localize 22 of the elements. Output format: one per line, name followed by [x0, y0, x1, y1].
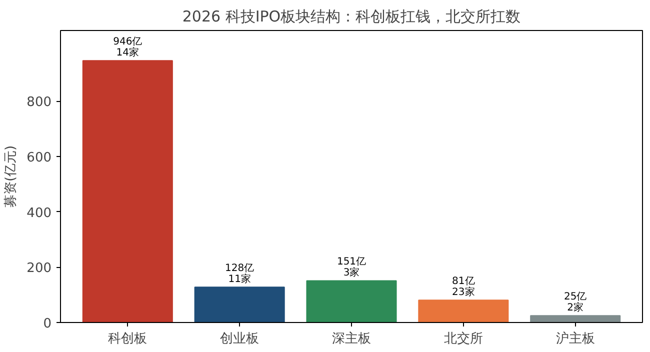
- bar: [82, 60, 173, 322]
- chart-title: 2026 科技IPO板块结构：科创板扛钱，北交所扛数: [182, 8, 521, 26]
- y-tick-label: 0: [43, 316, 52, 332]
- x-tick-label: 沪主板: [556, 330, 595, 346]
- data-label: 946亿 14家: [113, 36, 142, 59]
- x-tick-label: 创业板: [220, 332, 260, 346]
- bar: [194, 286, 285, 322]
- x-tick-label: 深主板: [332, 330, 371, 346]
- y-tick-label: 800: [26, 95, 52, 110]
- y-tick-label: 200: [26, 261, 52, 276]
- y-tick-label: 600: [26, 150, 52, 166]
- data-label: 25亿 2家: [564, 292, 587, 314]
- bar: [530, 315, 621, 322]
- data-label: 81亿 23家: [452, 276, 475, 298]
- bar: [306, 280, 397, 322]
- x-tick-label: 科创板: [108, 332, 148, 346]
- x-tick-label: 北交所: [444, 330, 483, 346]
- data-label: 128亿 11家: [225, 263, 254, 286]
- y-axis-title: 募资(亿元): [4, 145, 19, 208]
- y-tick-label: 400: [26, 206, 52, 221]
- bar: [418, 300, 509, 322]
- data-label: 151亿 3家: [336, 256, 366, 279]
